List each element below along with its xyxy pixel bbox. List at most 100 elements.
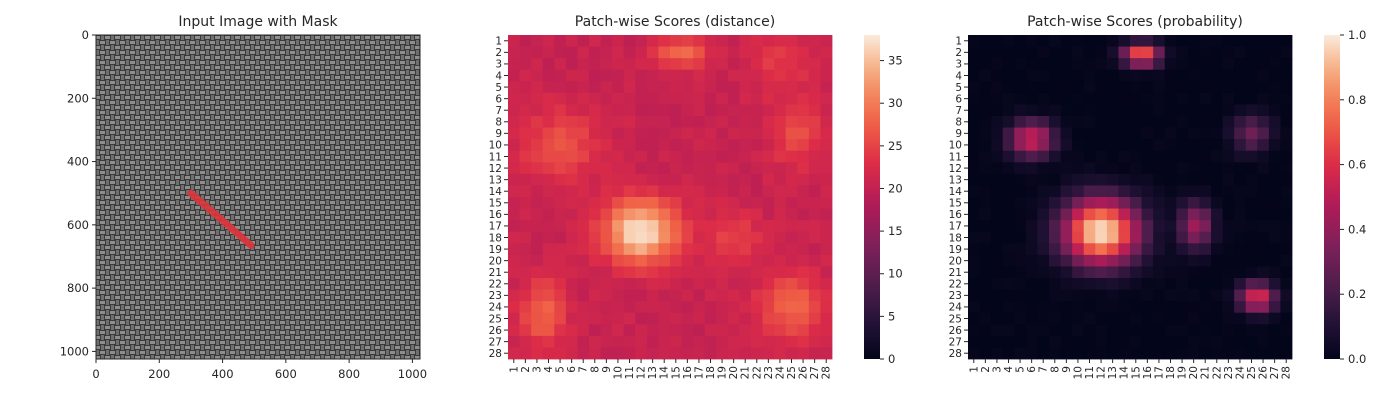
prob-cell <box>1072 104 1085 117</box>
prob-cell <box>1234 208 1247 221</box>
dist-cell <box>670 185 682 198</box>
dist-cell <box>704 162 717 175</box>
prob-cell <box>1187 185 1200 198</box>
dist-cell <box>635 197 648 209</box>
distance-row-ticks: 1234567891011121314151617181920212223242… <box>489 36 508 360</box>
prob-cell <box>1025 139 1038 152</box>
prob-colorbar-tick-label: 0.4 <box>1348 222 1366 236</box>
dist-cell <box>704 81 717 94</box>
dist-cell <box>577 243 590 256</box>
prob-cell <box>1268 220 1281 233</box>
dist-cell <box>808 46 821 59</box>
dist-cell <box>751 324 763 337</box>
prob-cell <box>1257 58 1270 71</box>
prob-cell <box>979 162 992 175</box>
prob-cell <box>1141 46 1154 59</box>
prob-cell <box>1106 289 1119 302</box>
prob-cell <box>1130 35 1142 47</box>
prob-cell <box>979 69 992 82</box>
dist-cell <box>531 278 544 290</box>
prob-cell <box>1060 81 1073 94</box>
prob-cell <box>1268 231 1281 244</box>
prob-cell <box>1037 81 1050 94</box>
prob-cell <box>1060 220 1073 233</box>
dist-cell <box>693 243 706 256</box>
dist-cell <box>716 197 729 209</box>
prob-cell <box>968 173 980 186</box>
dist-cell <box>762 46 775 59</box>
dist-cell <box>612 335 625 348</box>
dist-cell <box>589 116 601 128</box>
prob-cell <box>991 197 1004 209</box>
dist-cell <box>577 127 590 140</box>
dist-cell <box>542 104 555 117</box>
prob-cell <box>991 301 1004 314</box>
dist-cell <box>658 127 671 140</box>
dist-cell <box>681 162 694 175</box>
prob-cell <box>1106 197 1119 209</box>
prob-cell <box>1153 266 1166 279</box>
prob-cell <box>1187 220 1200 233</box>
dist-cell <box>704 324 717 337</box>
dist-cell <box>693 220 706 233</box>
prob-cell <box>1002 150 1015 163</box>
prob-cell <box>1234 92 1247 105</box>
prob-col-tick-label: 7 <box>1038 366 1050 373</box>
prob-cell <box>1130 127 1142 140</box>
dist-cell <box>681 69 694 82</box>
prob-cell <box>1118 139 1131 152</box>
dist-cell <box>531 92 544 105</box>
prob-cell <box>1176 35 1189 47</box>
dist-cell <box>600 104 613 117</box>
dist-cell <box>519 278 532 290</box>
dist-cell <box>681 46 694 59</box>
prob-cell <box>1141 335 1154 348</box>
dist-cell <box>693 139 706 152</box>
dist-cell <box>646 335 659 348</box>
dist-cell <box>820 347 833 360</box>
dist-cell <box>670 35 682 47</box>
dist-cell <box>739 35 752 47</box>
dist-cell <box>508 301 520 314</box>
prob-cell <box>968 69 980 82</box>
dist-cell <box>542 208 555 221</box>
prob-cell <box>1083 116 1096 128</box>
dist-cell <box>565 104 578 117</box>
dist-cell <box>646 173 659 186</box>
dist-cell <box>762 69 775 82</box>
prob-cell <box>1176 92 1189 105</box>
dist-cell <box>600 266 613 279</box>
dist-cell <box>727 162 740 175</box>
prob-cell <box>1118 254 1131 267</box>
prob-cell <box>1211 69 1223 82</box>
prob-cell <box>1222 266 1235 279</box>
dist-cell <box>519 116 532 128</box>
dist-cell <box>623 173 636 186</box>
dist-cell <box>762 173 775 186</box>
prob-cell <box>1072 81 1085 94</box>
prob-cell <box>1118 208 1131 221</box>
prob-row-tick-label: 7 <box>955 105 962 117</box>
prob-cell <box>968 197 980 209</box>
dist-cell <box>681 150 694 163</box>
prob-cell <box>1176 208 1189 221</box>
prob-cell <box>1222 301 1235 314</box>
dist-cell <box>508 289 520 302</box>
dist-cell <box>508 162 520 175</box>
prob-cell <box>1118 81 1131 94</box>
dist-cell <box>693 150 706 163</box>
prob-cell <box>991 278 1004 290</box>
prob-cell <box>1280 69 1293 82</box>
dist-cell <box>565 278 578 290</box>
prob-cell <box>1072 220 1085 233</box>
dist-cell <box>646 150 659 163</box>
prob-cell <box>1257 289 1270 302</box>
dist-row-tick-label: 11 <box>489 151 502 163</box>
prob-cell <box>1257 139 1270 152</box>
dist-cell <box>681 266 694 279</box>
dist-cell <box>716 116 729 128</box>
dist-cell <box>693 335 706 348</box>
dist-cell <box>542 312 555 325</box>
prob-cell <box>1245 347 1258 360</box>
prob-cell <box>1106 139 1119 152</box>
